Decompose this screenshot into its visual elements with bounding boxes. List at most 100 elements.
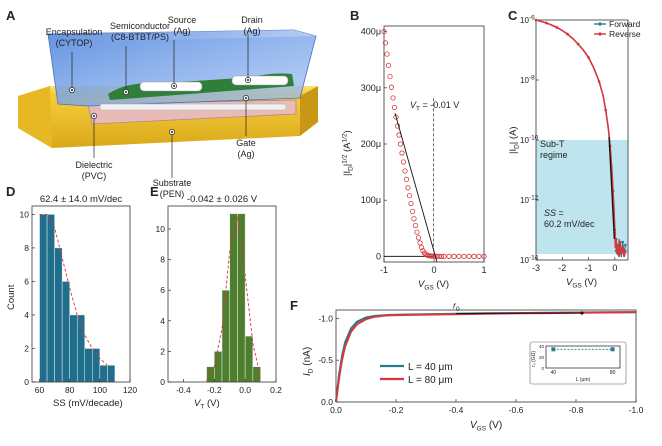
chart-c-point — [576, 42, 580, 46]
panel-letter-a: A — [6, 8, 16, 23]
chart-b-point — [409, 208, 416, 215]
label-source: Source — [168, 15, 197, 25]
chart-e-bar — [221, 289, 230, 383]
chart-e-bar — [229, 213, 238, 383]
chart-c-ytick-label-part: -14 — [529, 255, 539, 262]
label-dielectric: Dielectric — [75, 160, 113, 170]
chart-c-point — [566, 32, 569, 36]
chart-c-ss-label-part: SS — [544, 208, 556, 218]
label-substrate: Substrate — [153, 178, 192, 188]
chart-f-ylabel-part: (nA) — [302, 347, 313, 369]
chart-c-point — [587, 56, 590, 59]
chart-d-bar — [39, 214, 48, 383]
chart-b-point — [406, 193, 413, 199]
chart-f-inset-xtick-label: 40 — [551, 370, 557, 376]
chart-b-xlabel: VGS (V) — [418, 279, 449, 292]
chart-c-point — [621, 246, 625, 250]
chart-f-inset-bg — [529, 341, 627, 385]
chart-b-point — [381, 29, 387, 35]
chart-c-xtick-label: 0 — [612, 263, 617, 273]
chart-c-xlabel-part: V — [566, 277, 574, 288]
chart-c-ss-label-part: = — [556, 208, 564, 218]
chart-f-ylabel-part: I — [302, 373, 313, 376]
chart-b-xlabel-part: V — [418, 279, 426, 290]
chart-b-xlabel-part: (V) — [434, 279, 449, 290]
chart-c-point — [624, 249, 627, 253]
chart-d-bar — [46, 214, 55, 383]
chart-b-point — [390, 95, 396, 101]
chart-c-ytick-label-part: -10 — [529, 135, 539, 142]
chart-b-ylabel-part: D — [348, 166, 355, 171]
chart-b-point — [441, 253, 447, 259]
label-substrate-material: (PEN) — [160, 189, 185, 199]
chart-e-bar — [237, 213, 246, 383]
label-gate-material: (Ag) — [237, 149, 254, 159]
chart-d-ytick-label: 10 — [20, 209, 30, 219]
chart-c-ytick-label-part: 10 — [520, 256, 529, 265]
chart-c-ytick-label: 10-8 — [520, 75, 535, 86]
chart-b-point — [461, 253, 467, 259]
chart-f-xtick-label: -0.6 — [509, 405, 524, 415]
chart-b-xtick-label: 1 — [481, 265, 486, 275]
chart-c-xlabel-part: (V) — [582, 277, 597, 288]
chart-f-inset-ytick-label: 40 — [539, 344, 545, 349]
chart-c-ytick-label-part: -8 — [529, 75, 535, 82]
chart-b-point — [388, 84, 395, 90]
chart-d-xtick-label: 60 — [35, 385, 45, 395]
chart-b-point — [417, 240, 423, 246]
chart-e-xlabel: VT (V) — [194, 398, 220, 411]
chart-d-xlabel: SS (mV/decade) — [53, 398, 123, 409]
chart-d-ytick-label: 4 — [24, 310, 29, 320]
chart-f-inset-ylabel: r₀ (GΩ) — [531, 351, 537, 367]
chart-b-ytick-label: 300μ — [361, 83, 381, 93]
chart-b-point — [399, 150, 405, 156]
chart-c-ytick-label-part: -12 — [529, 195, 539, 202]
chart-d-bar — [61, 281, 70, 383]
chart-e-xlabel-part: T — [200, 404, 204, 411]
chart-e-ytick-label: 8 — [160, 255, 165, 265]
panel-letter-c: C — [508, 8, 518, 23]
chart-b-point — [400, 159, 407, 165]
chart-d: 60 80 100 120 0 2 4 6 8 10 62.4 ± 14.0 mV/dec SS (m… — [6, 194, 137, 409]
chart-b-point — [476, 253, 482, 259]
chart-d-xtick-label: 100 — [93, 385, 107, 395]
chart-c-xlabel: VGS (V) — [566, 277, 597, 290]
chart-b-fit-line — [394, 112, 438, 263]
chart-e-ytick-label: 6 — [160, 285, 165, 295]
chart-e-frame — [167, 205, 277, 383]
chart-e-ytick-label: 0 — [160, 377, 165, 387]
chart-b-point — [384, 51, 390, 57]
chart-c-ylabel-part: D — [514, 144, 521, 149]
chart-c-ytick-label-part: 10 — [520, 76, 529, 85]
chart-c-point — [618, 240, 622, 244]
chart-c-ytick-label-part: -6 — [529, 15, 535, 22]
chart-d-ylabel: Count — [6, 284, 17, 310]
chart-b-vt-annotation-part: V — [410, 100, 417, 110]
chart-d-bar — [69, 314, 78, 383]
chart-e-xlabel-part: V — [194, 398, 202, 409]
chart-c-legend-marker — [598, 22, 602, 26]
panel-letter-d: D — [6, 184, 16, 199]
chart-b-ytick-label: 100μ — [361, 195, 381, 205]
chart-c-ylabel: |ID| (A) — [508, 126, 521, 154]
chart-f-inset-ytick-label: 20 — [539, 355, 545, 360]
chart-f-inset-point — [610, 347, 615, 352]
source-electrode — [139, 81, 203, 92]
chart-c-point — [597, 80, 601, 83]
chart-c-ylabel-part: |I — [508, 149, 519, 154]
chart-b-ylabel-part: (A — [342, 142, 353, 155]
chart-d-bar — [76, 314, 86, 383]
chart-b-point — [414, 229, 420, 235]
chart-c-legend-marker — [598, 32, 602, 36]
chart-b-point — [405, 185, 411, 191]
chart-f-xlabel-part: GS — [477, 426, 487, 433]
chart-c-ylabel-part: | (A) — [508, 126, 519, 144]
chart-d-bar — [84, 348, 93, 383]
chart-b-point — [385, 62, 392, 68]
chart-b-point — [471, 253, 477, 259]
chart-e-bar — [244, 335, 254, 383]
chart-d-bar — [99, 364, 108, 383]
label-drain-material: (Ag) — [243, 26, 260, 36]
